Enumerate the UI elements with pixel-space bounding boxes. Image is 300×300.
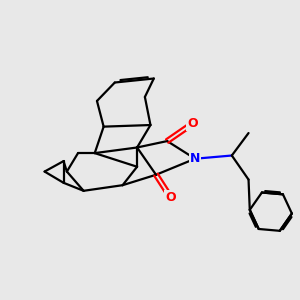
Text: N: N (190, 152, 200, 165)
Text: O: O (188, 117, 198, 130)
Text: O: O (165, 191, 176, 204)
